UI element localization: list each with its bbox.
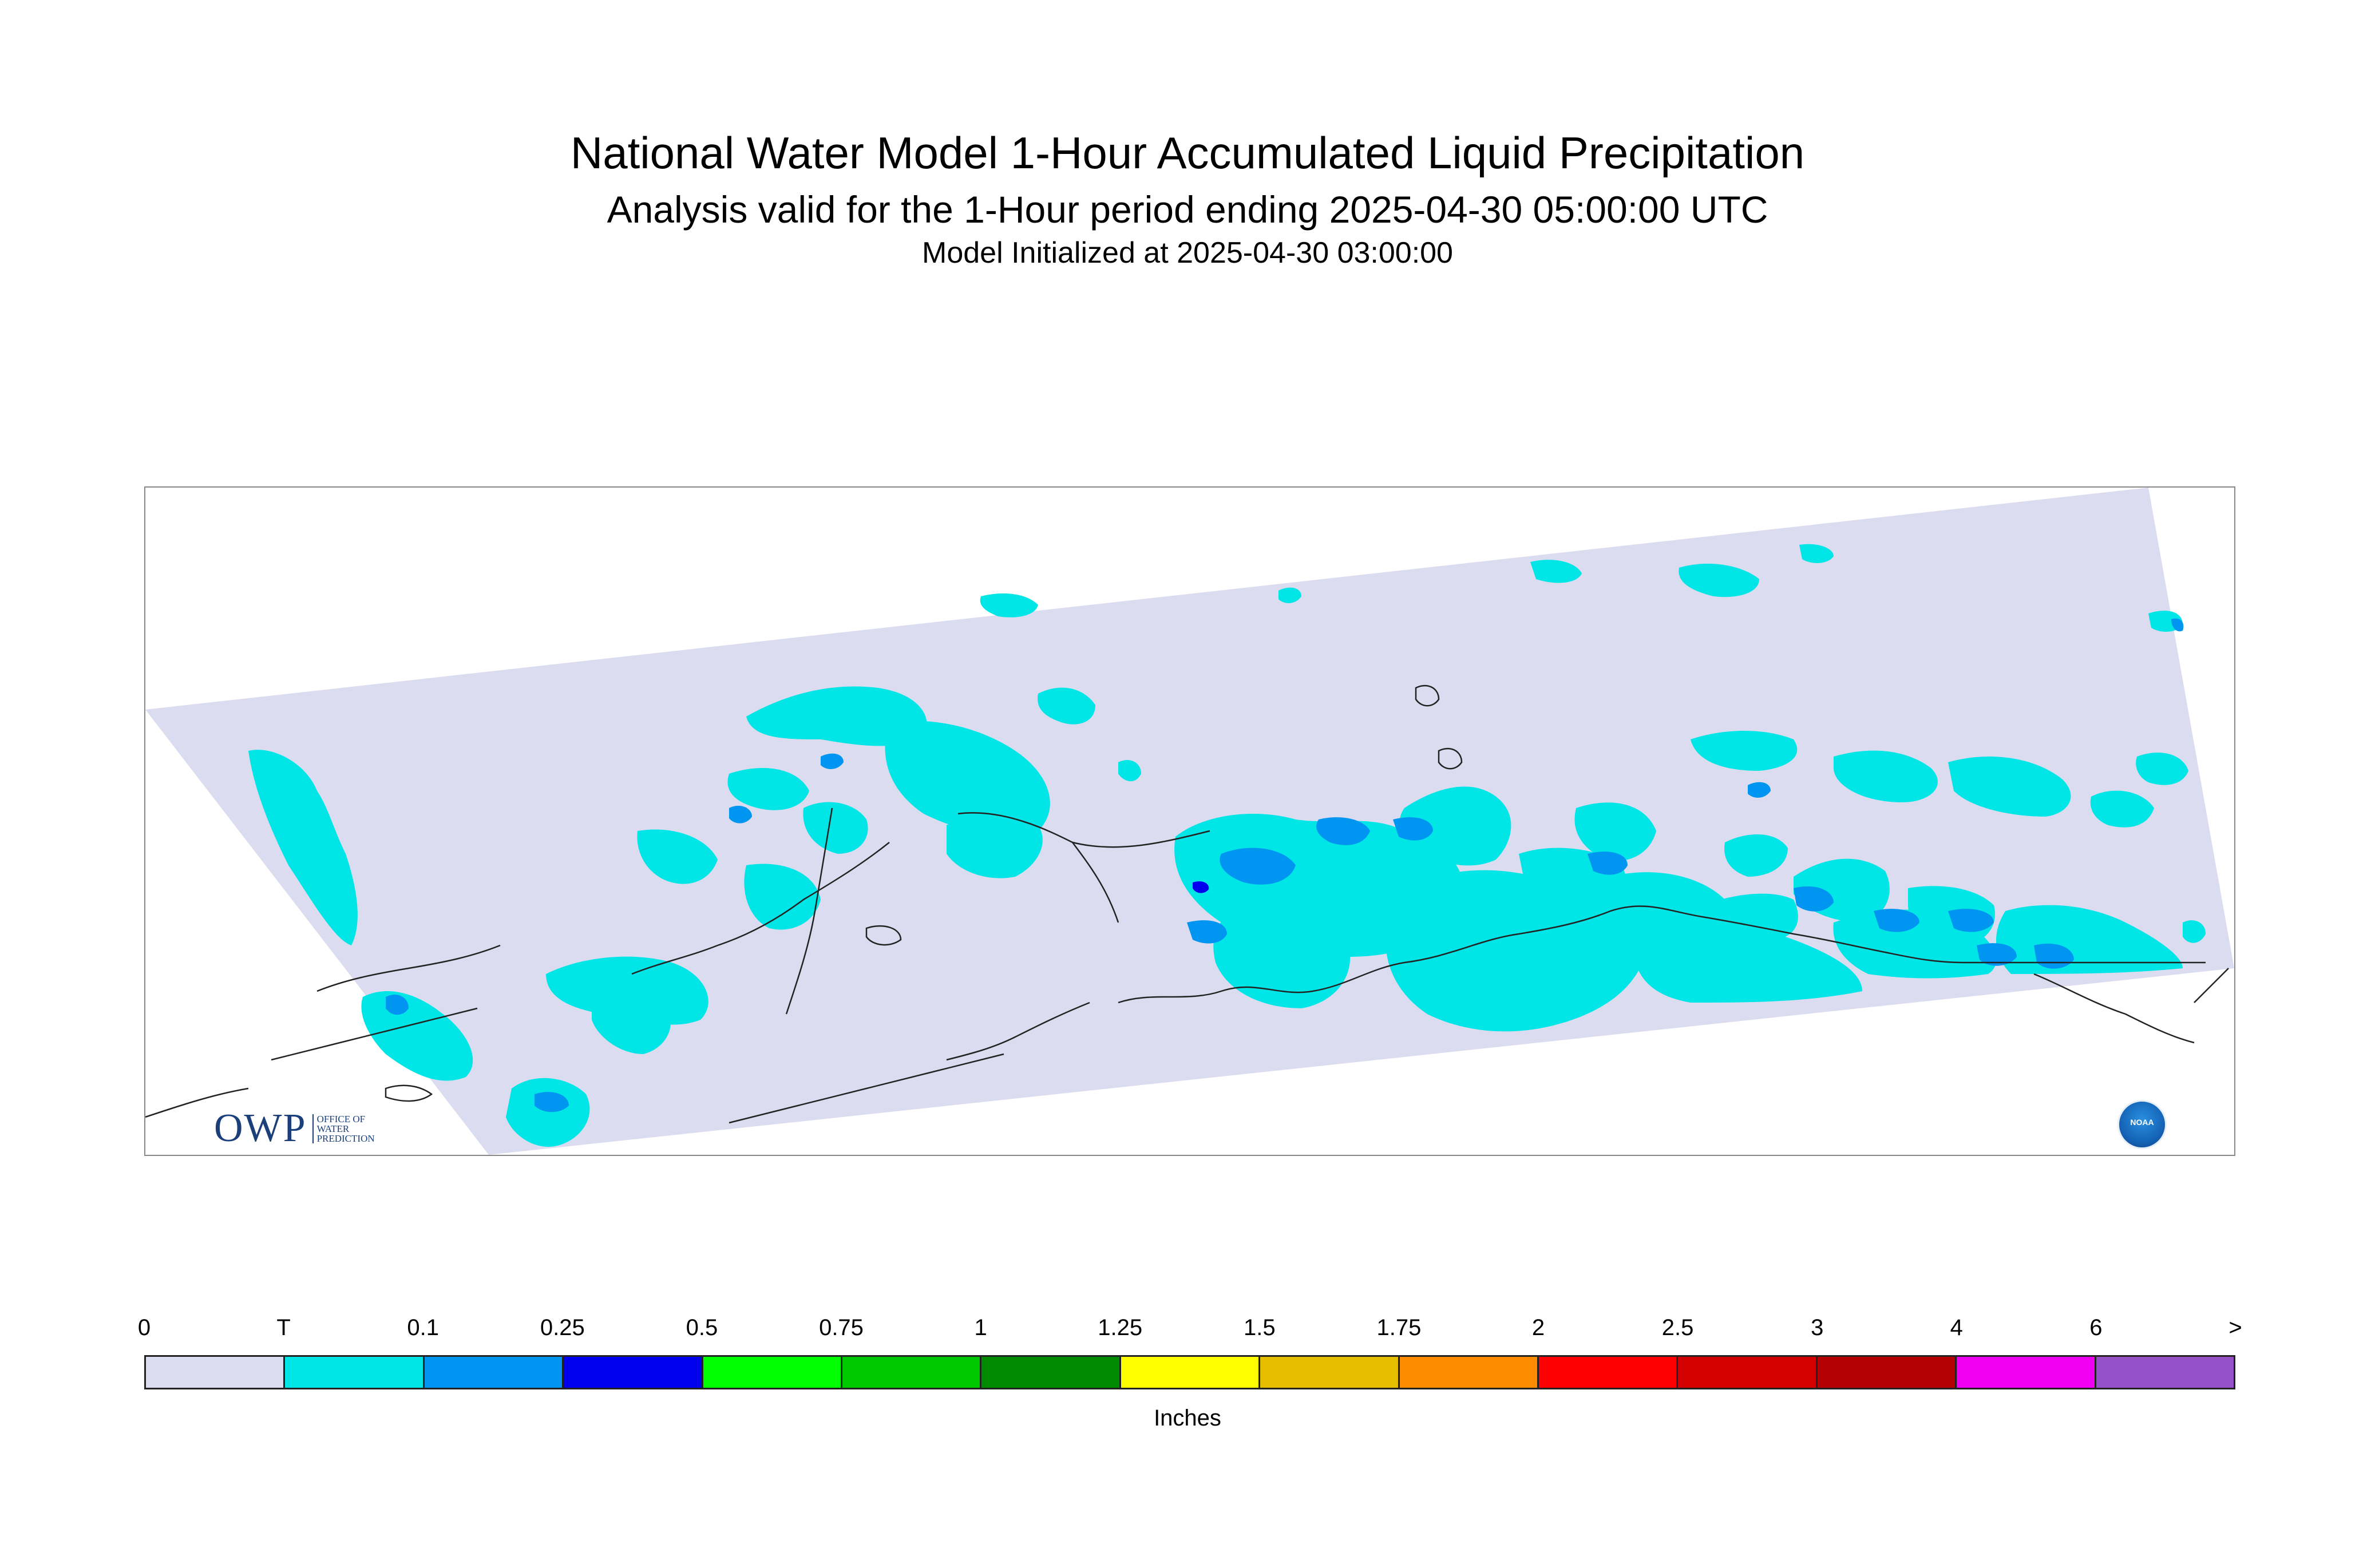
legend-tick-label: 1 xyxy=(974,1315,987,1340)
legend-swatch xyxy=(842,1357,982,1388)
legend-tick-label: 0 xyxy=(137,1315,151,1340)
legend-tick-label: 2.5 xyxy=(1661,1315,1694,1340)
map-subtitle: Analysis valid for the 1-Hour period end… xyxy=(607,188,1768,231)
legend-tick-label: 4 xyxy=(1950,1315,1963,1340)
island-3 xyxy=(385,1084,433,1102)
legend-swatch xyxy=(146,1357,286,1388)
model-init-line: Model Initialized at 2025-04-30 03:00:00 xyxy=(922,236,1453,270)
island-1 xyxy=(1415,684,1440,707)
map-title: National Water Model 1-Hour Accumulated … xyxy=(570,128,1805,178)
precip-0.25in-areas xyxy=(1193,881,1209,893)
border-river xyxy=(631,842,890,975)
legend-swatch xyxy=(981,1357,1121,1388)
river-2 xyxy=(785,807,833,1015)
coastline-main xyxy=(1118,905,2206,1004)
legend-swatch xyxy=(1957,1357,2096,1388)
bay-2 xyxy=(316,944,501,992)
legend-swatch xyxy=(703,1357,843,1388)
legend-swatch xyxy=(1539,1357,1679,1388)
owp-logo-subtitle: OFFICE OF WATER PREDICTION xyxy=(312,1114,380,1143)
coastline-peninsula xyxy=(729,1053,1004,1124)
legend-swatch xyxy=(1260,1357,1400,1388)
coast-se xyxy=(2033,973,2195,1044)
legend-units: Inches xyxy=(1154,1405,1221,1431)
legend-swatch xyxy=(424,1357,564,1388)
island-2 xyxy=(1438,747,1463,770)
legend-swatch xyxy=(1399,1357,1539,1388)
legend-tick-label: 0.1 xyxy=(407,1315,439,1340)
island-4 xyxy=(865,925,902,946)
precip-0.1in-areas xyxy=(386,618,2184,1112)
inlet-2 xyxy=(1071,842,1119,923)
legend-swatch xyxy=(285,1357,425,1388)
legend-swatch xyxy=(1121,1357,1261,1388)
legend-tick-label: 1.75 xyxy=(1376,1315,1422,1340)
legend-swatch xyxy=(1678,1357,1818,1388)
legend-tick-label: 0.25 xyxy=(540,1315,585,1340)
precip-trace-areas xyxy=(248,544,2206,1147)
legend-tick-label: 6 xyxy=(2089,1315,2103,1340)
legend-swatch xyxy=(2096,1357,2234,1388)
owp-logo-letters: OWP xyxy=(214,1106,307,1150)
legend-tick-label: 2 xyxy=(1531,1315,1545,1340)
coast-far-se xyxy=(2194,968,2229,1003)
legend-tick-label: 1.25 xyxy=(1098,1315,1143,1340)
bay-1 xyxy=(271,1007,478,1061)
color-legend xyxy=(144,1355,2235,1389)
legend-tick-label: 0.75 xyxy=(819,1315,864,1340)
legend-swatch xyxy=(1817,1357,1957,1388)
legend-tick-label: > xyxy=(2228,1315,2242,1340)
legend-tick-label: 3 xyxy=(1811,1315,1824,1340)
coastline-west xyxy=(946,1001,1090,1061)
owp-logo: OWP OFFICE OF WATER PREDICTION xyxy=(214,1106,380,1150)
coastlines-and-borders xyxy=(145,684,2229,1124)
legend-tick-label: 1.5 xyxy=(1243,1315,1276,1340)
coast-sw xyxy=(145,1087,249,1118)
precipitation-map[interactable]: OWP OFFICE OF WATER PREDICTION NOAA xyxy=(144,486,2235,1156)
legend-tick-label: 0.5 xyxy=(686,1315,718,1340)
noaa-logo: NOAA xyxy=(2117,1100,2167,1149)
legend-swatch xyxy=(564,1357,703,1388)
noaa-logo-text: NOAA xyxy=(2130,1118,2154,1127)
legend-tick-label: T xyxy=(276,1315,291,1340)
map-canvas xyxy=(145,488,2234,1155)
